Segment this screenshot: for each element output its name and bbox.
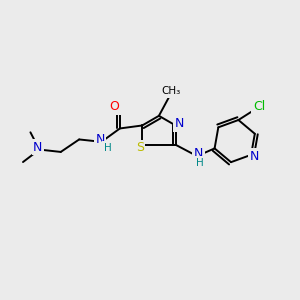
Text: Cl: Cl [253, 100, 266, 113]
Text: N: N [249, 150, 259, 163]
Text: S: S [136, 141, 144, 154]
Text: H: H [103, 143, 111, 153]
Text: H: H [196, 158, 203, 168]
Text: CH₃: CH₃ [161, 86, 180, 96]
Text: N: N [194, 147, 203, 160]
Text: N: N [95, 133, 105, 146]
Text: O: O [110, 100, 119, 113]
Text: N: N [33, 141, 43, 154]
Text: N: N [175, 118, 184, 130]
